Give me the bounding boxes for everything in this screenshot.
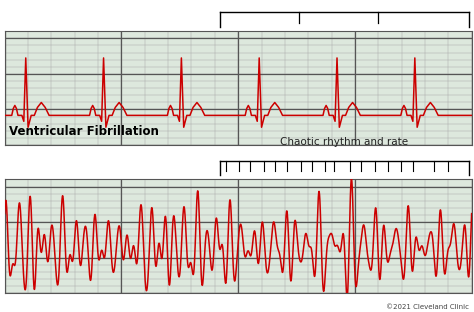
Text: ©2021 Cleveland Clinic: ©2021 Cleveland Clinic	[386, 305, 469, 310]
Text: Ventricular Fibrillation: Ventricular Fibrillation	[9, 124, 159, 138]
Text: Chaotic rhythm and rate: Chaotic rhythm and rate	[280, 137, 409, 147]
